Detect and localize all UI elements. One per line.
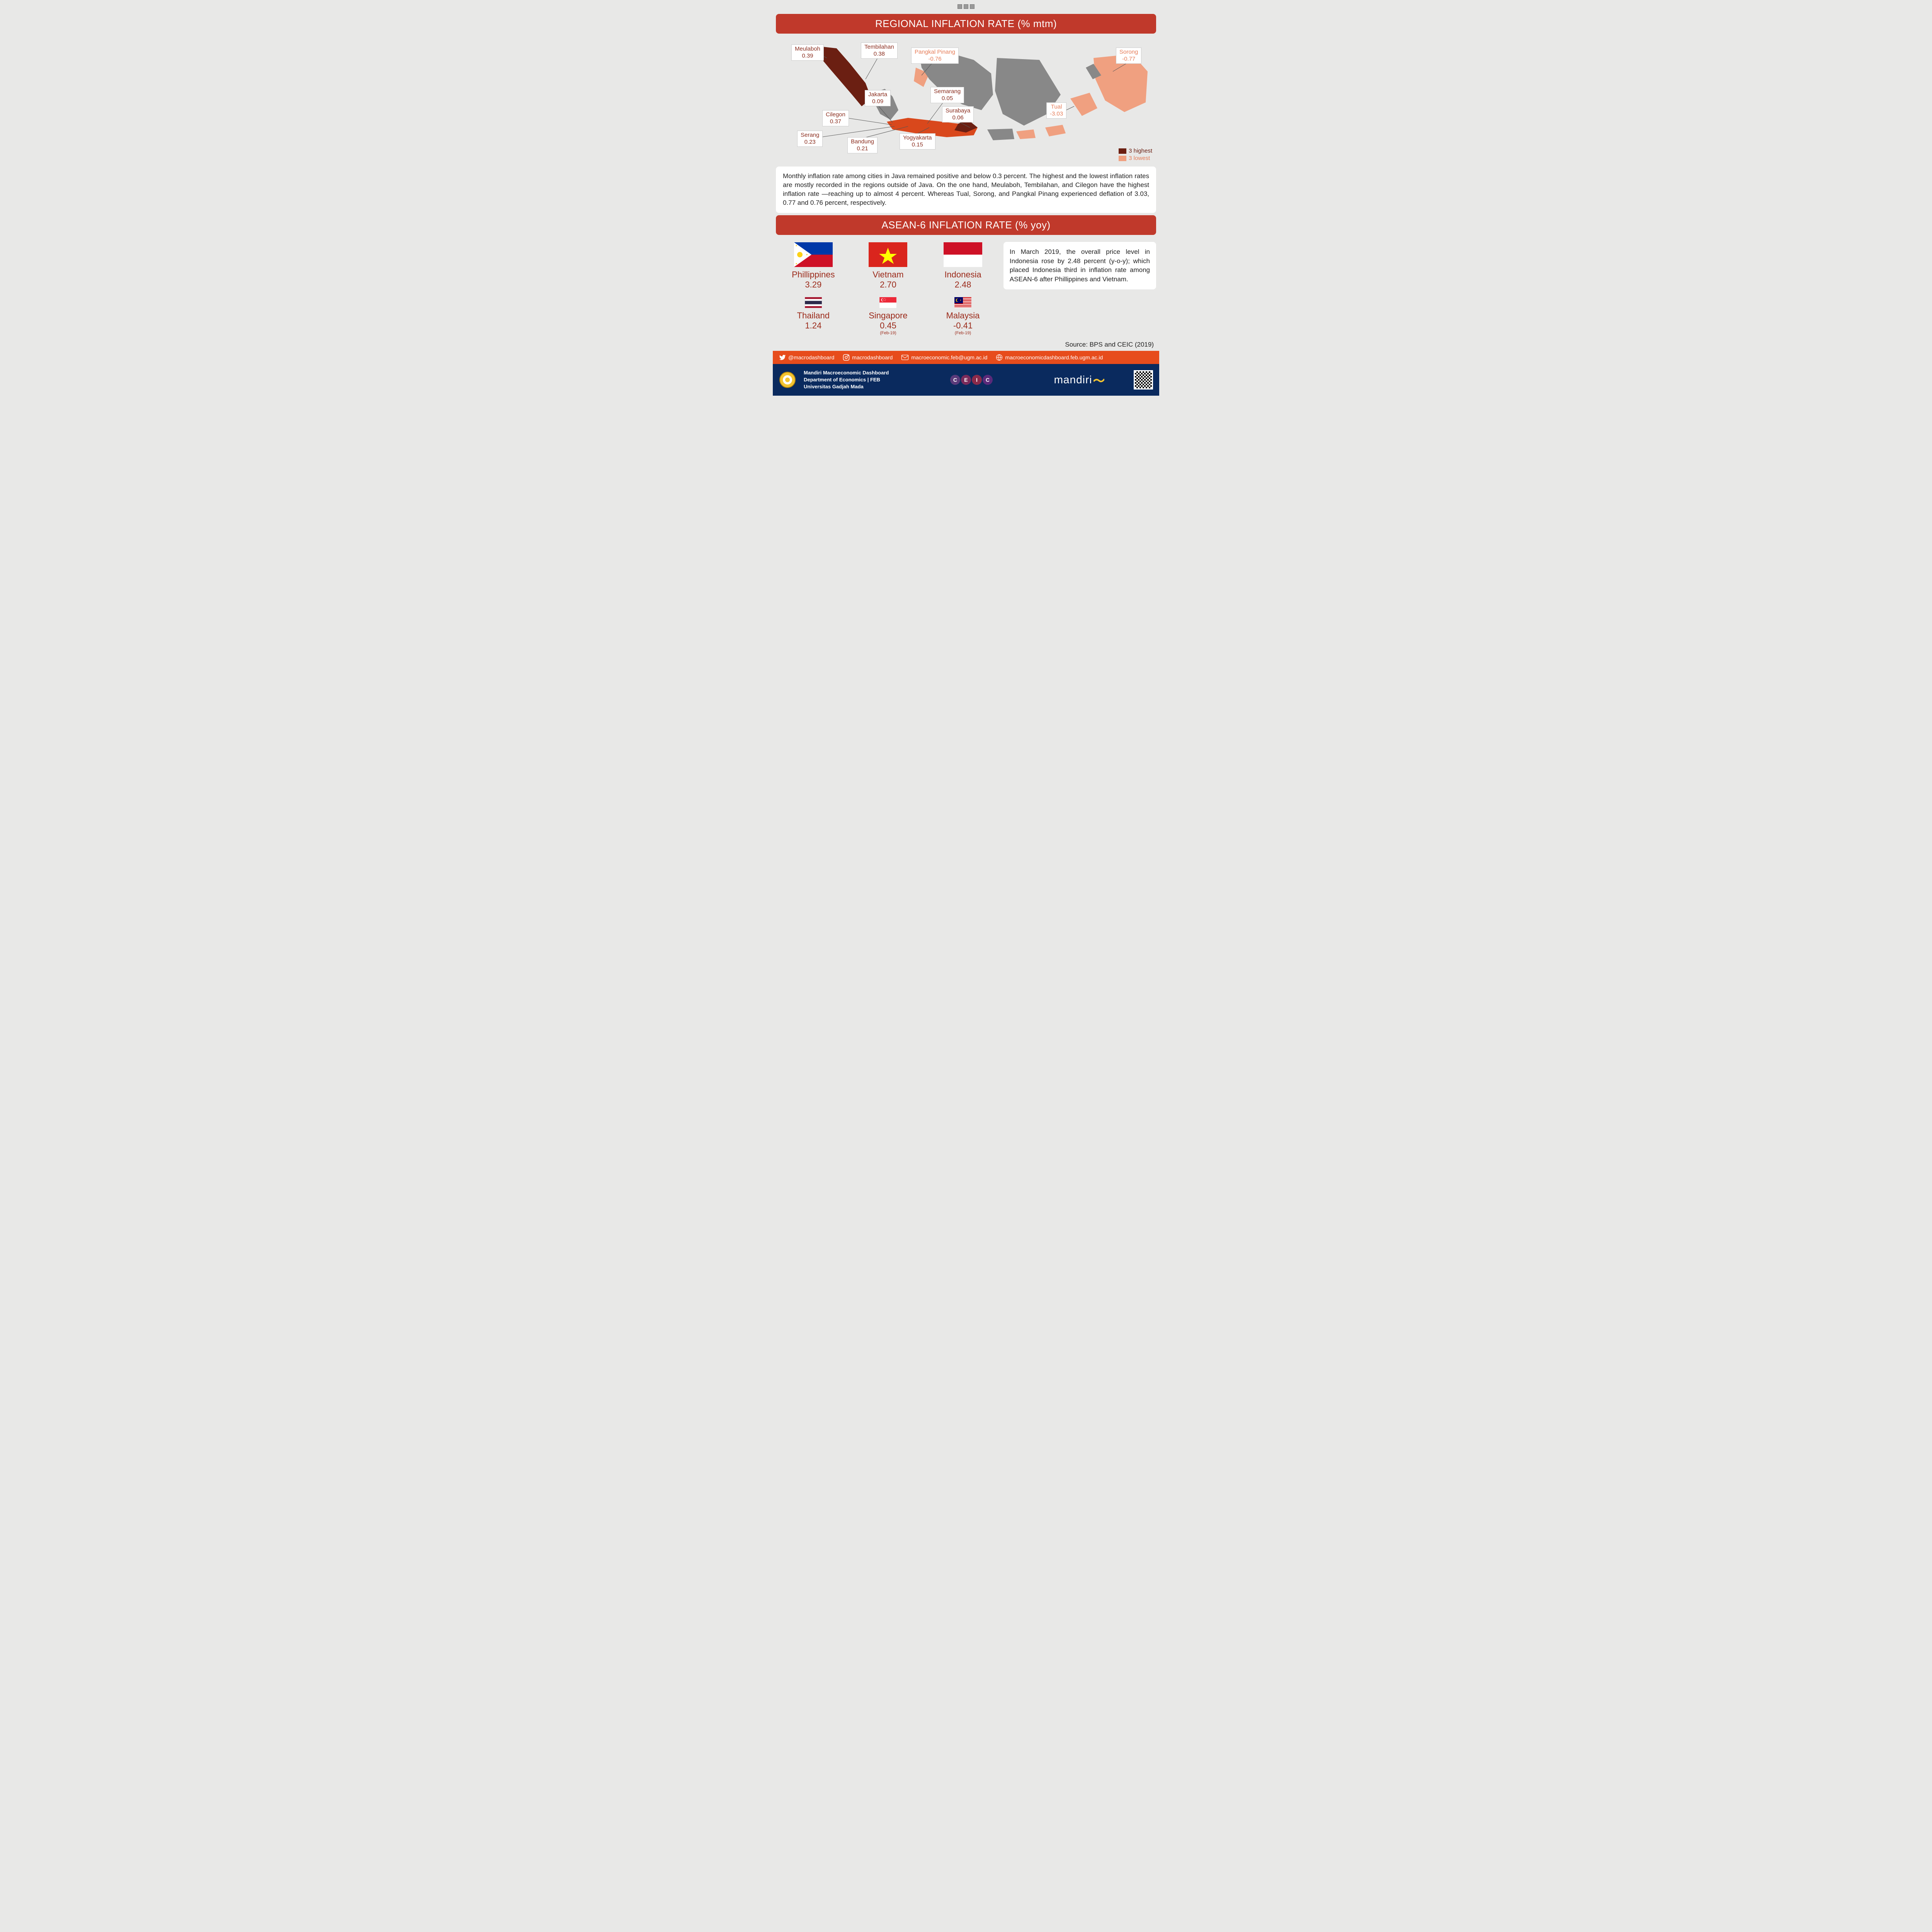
indonesia-map: Meulaboh0.39 Tembilahan0.38 Pangkal Pinang…	[776, 37, 1156, 164]
country-name: Indonesia	[927, 270, 999, 280]
country-name: Phillippines	[777, 270, 849, 280]
email-icon	[901, 355, 909, 360]
flag-id-icon	[927, 241, 999, 268]
section2-title: ASEAN-6 INFLATION RATE (% yoy)	[776, 215, 1156, 235]
twitter-icon	[779, 354, 786, 361]
ugm-crest-icon	[779, 371, 796, 388]
email-text: macroeconomic.feb@ugm.ac.id	[911, 354, 987, 361]
city-label-surabaya: Surabaya0.06	[942, 106, 974, 122]
country-name: Thailand	[777, 311, 849, 321]
country-phillippines: Phillippines3.29	[776, 238, 851, 293]
flag-th-icon	[777, 296, 849, 309]
website-link[interactable]: macroeconomicdashboard.feb.ugm.ac.id	[996, 354, 1103, 361]
country-note: (Feb-19)	[927, 331, 999, 335]
mandiri-ribbon-icon	[1094, 376, 1104, 384]
footer-bar: Mandiri Macroeconomic Dashboard Departme…	[773, 364, 1159, 396]
globe-icon	[996, 354, 1003, 361]
flag-sg-icon	[852, 296, 924, 309]
legend-row: 3 highest	[1119, 148, 1152, 154]
city-label-tembilahan: Tembilahan0.38	[861, 43, 898, 59]
city-label-sorong: Sorong-0.77	[1116, 48, 1141, 64]
instagram-icon	[843, 354, 850, 361]
email-contact[interactable]: macroeconomic.feb@ugm.ac.id	[901, 354, 987, 361]
footer-line2: Department of Economics | FEB	[804, 376, 889, 383]
legend-row: 3 lowest	[1119, 155, 1152, 162]
web-text: macroeconomicdashboard.feb.ugm.ac.id	[1005, 354, 1103, 361]
ceic-letter: C	[983, 375, 993, 385]
city-label-tual: Tual-3.03	[1046, 102, 1066, 119]
country-note: (Feb-19)	[852, 331, 924, 335]
city-label-serang: Serang0.23	[797, 131, 823, 147]
twitter-handle[interactable]: @macrodashboard	[779, 354, 834, 361]
social-bar: @macrodashboard macrodashboard macroecon…	[773, 351, 1159, 364]
flag-ph-icon	[777, 241, 849, 268]
qr-code[interactable]	[1134, 370, 1153, 389]
ceic-letter: C	[950, 375, 960, 385]
country-value: -0.41	[927, 321, 999, 331]
ceic-letter: I	[972, 375, 982, 385]
asean-side-text: In March 2019, the overall price level i…	[1003, 242, 1156, 289]
instagram-text: macrodashboard	[852, 354, 893, 361]
flag-my-icon	[927, 296, 999, 309]
city-label-jakarta: Jakarta0.09	[865, 90, 891, 106]
page-indicator	[773, 0, 1159, 14]
country-name: Vietnam	[852, 270, 924, 280]
map-svg	[776, 37, 1156, 164]
mandiri-text: mandiri	[1054, 374, 1092, 386]
country-singapore: Singapore0.45(Feb-19)	[851, 293, 926, 338]
country-indonesia: Indonesia2.48	[925, 238, 1000, 293]
city-label-cilegon: Cilegon0.37	[822, 110, 849, 126]
source-text: Source: BPS and CEIC (2019)	[778, 341, 1154, 349]
city-label-yogyakarta: Yogyakarta0.15	[900, 133, 935, 150]
footer-line1: Mandiri Macroeconomic Dashboard	[804, 369, 889, 376]
city-label-pangkal-pinang: Pangkal Pinang-0.76	[911, 48, 959, 64]
country-value: 0.45	[852, 321, 924, 331]
country-value: 3.29	[777, 280, 849, 290]
flag-vn-icon	[852, 241, 924, 268]
institution-info: Mandiri Macroeconomic Dashboard Departme…	[804, 369, 889, 391]
country-name: Malaysia	[927, 311, 999, 321]
twitter-text: @macrodashboard	[788, 354, 834, 361]
city-label-bandung: Bandung0.21	[847, 137, 878, 153]
country-value: 1.24	[777, 321, 849, 331]
city-label-meulaboh: Meulaboh0.39	[791, 44, 824, 61]
ceic-letter: E	[961, 375, 971, 385]
city-label-semarang: Semarang0.05	[930, 87, 964, 103]
section1-title: REGIONAL INFLATION RATE (% mtm)	[776, 14, 1156, 34]
country-value: 2.48	[927, 280, 999, 290]
country-thailand: Thailand1.24	[776, 293, 851, 338]
country-malaysia: Malaysia-0.41(Feb-19)	[925, 293, 1000, 338]
mandiri-logo: mandiri	[1054, 374, 1105, 386]
section1-body: Monthly inflation rate among cities in J…	[776, 167, 1156, 213]
ceic-logo: CEIC	[950, 375, 993, 385]
country-value: 2.70	[852, 280, 924, 290]
map-legend: 3 highest3 lowest	[1119, 147, 1152, 162]
country-vietnam: Vietnam2.70	[851, 238, 926, 293]
country-name: Singapore	[852, 311, 924, 321]
instagram-handle[interactable]: macrodashboard	[843, 354, 893, 361]
footer-line3: Universitas Gadjah Mada	[804, 383, 889, 390]
